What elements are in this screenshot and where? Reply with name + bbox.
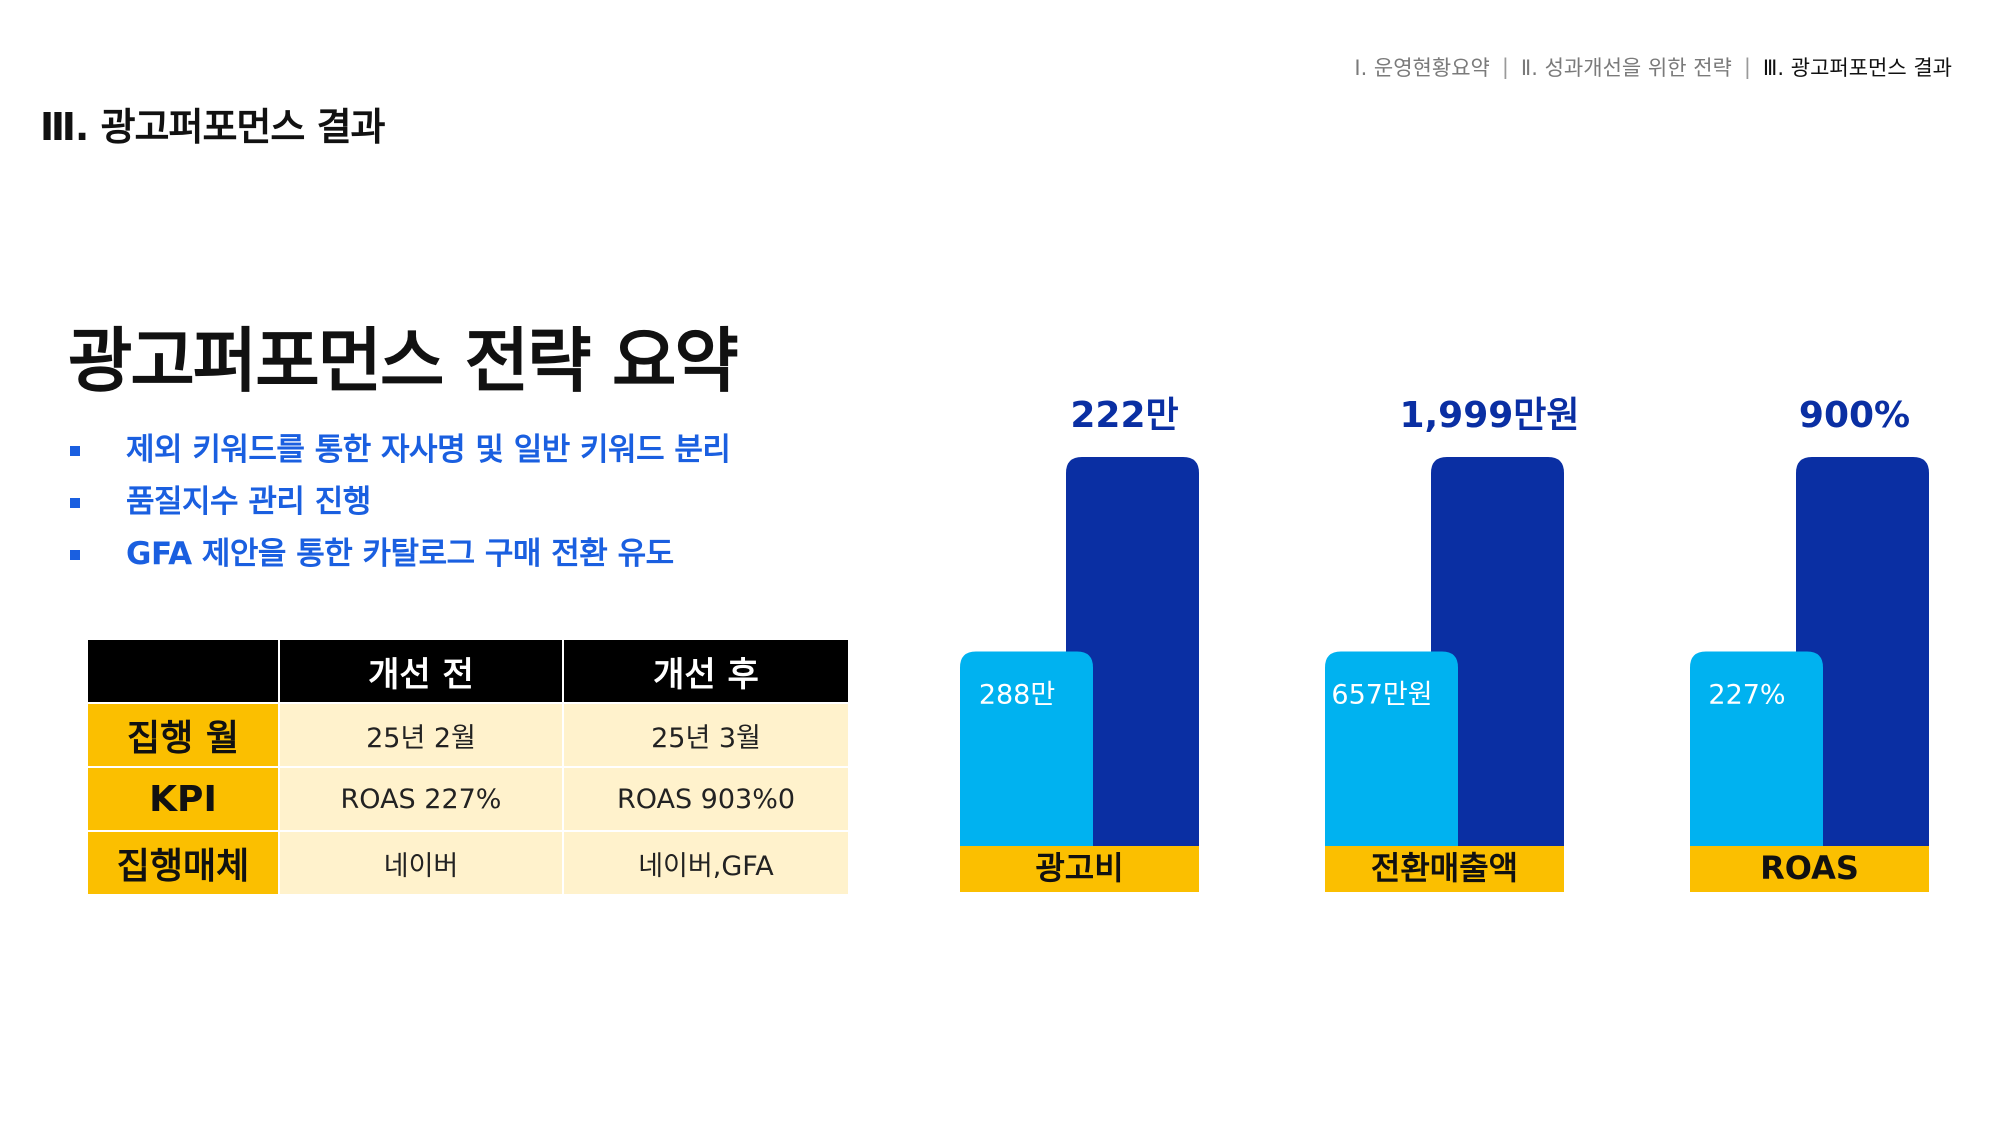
cell-after: ROAS 903%0 (562, 766, 850, 832)
row-label: KPI (86, 766, 280, 832)
bar-after (1796, 457, 1929, 846)
row-label: 집행매체 (86, 830, 280, 896)
bar-after (1431, 457, 1564, 846)
nav-item-overview[interactable]: Ⅰ. 운영현황요약 (1354, 56, 1490, 80)
strategy-bullet-list: 제외 키워드를 통한 자사명 및 일반 키워드 분리 품질지수 관리 진행 GF… (68, 424, 731, 580)
category-band (1325, 846, 1564, 892)
comparison-table: 개선 전 개선 후 집행 월 25년 2월 25년 3월 KPI ROAS 22… (86, 638, 850, 896)
category-label: 전환매출액 (1371, 849, 1518, 887)
cell-before: 25년 2월 (278, 702, 564, 768)
page-title: 광고퍼포먼스 전략 요약 (68, 320, 739, 402)
cell-after: 네이버,GFA (562, 830, 850, 896)
category-label: 광고비 (1035, 849, 1123, 887)
data-label-after: 900% (1799, 395, 1910, 436)
table-row: KPI ROAS 227% ROAS 903%0 (86, 766, 850, 832)
bar-before (960, 651, 1093, 846)
cell-before: 네이버 (278, 830, 564, 896)
table-header-before: 개선 전 (278, 638, 564, 704)
table-header-after: 개선 후 (562, 638, 850, 704)
table-header-empty (86, 638, 280, 704)
breadcrumb-nav: Ⅰ. 운영현황요약 | Ⅱ. 성과개선을 위한 전략 | Ⅲ. 광고퍼포먼스 결… (1354, 52, 1952, 82)
category-band (1690, 846, 1929, 892)
category-label: ROAS (1760, 849, 1859, 887)
square-bullet-icon (70, 550, 80, 560)
bullet-text: 품질지수 관리 진행 (126, 484, 371, 520)
data-label-before: 288만 (979, 680, 1055, 711)
nav-item-ad-performance[interactable]: Ⅲ. 광고퍼포먼스 결과 (1762, 56, 1952, 80)
table-header-row: 개선 전 개선 후 (86, 638, 850, 704)
bar-after (1066, 457, 1199, 846)
square-bullet-icon (70, 498, 80, 508)
table-row: 집행 월 25년 2월 25년 3월 (86, 702, 850, 768)
bullet-text: 제외 키워드를 통한 자사명 및 일반 키워드 분리 (126, 432, 731, 468)
section-title: Ⅲ. 광고퍼포먼스 결과 (40, 105, 385, 149)
cell-before: ROAS 227% (278, 766, 564, 832)
bullet-item: 품질지수 관리 진행 (68, 476, 730, 528)
bar-before (1325, 651, 1458, 846)
bullet-text: GFA 제안을 통한 카탈로그 구매 전환 유도 (126, 536, 674, 572)
data-label-after: 222만 (1070, 395, 1178, 436)
square-bullet-icon (70, 446, 80, 456)
data-label-before: 227% (1708, 680, 1785, 711)
row-label: 집행 월 (86, 702, 280, 768)
bullet-item: 제외 키워드를 통한 자사명 및 일반 키워드 분리 (68, 424, 731, 476)
nav-separator: | (1743, 55, 1751, 79)
nav-separator: | (1501, 55, 1509, 79)
cell-after: 25년 3월 (562, 702, 850, 768)
nav-item-strategy[interactable]: Ⅱ. 성과개선을 위한 전략 (1520, 56, 1732, 80)
data-label-before: 657만원 (1331, 680, 1432, 711)
table-row: 집행매체 네이버 네이버,GFA (86, 830, 850, 896)
data-label-after: 1,999만원 (1399, 395, 1579, 436)
bullet-item: GFA 제안을 통한 카탈로그 구매 전환 유도 (68, 528, 730, 580)
category-band (960, 846, 1199, 892)
bar-before (1690, 651, 1823, 846)
